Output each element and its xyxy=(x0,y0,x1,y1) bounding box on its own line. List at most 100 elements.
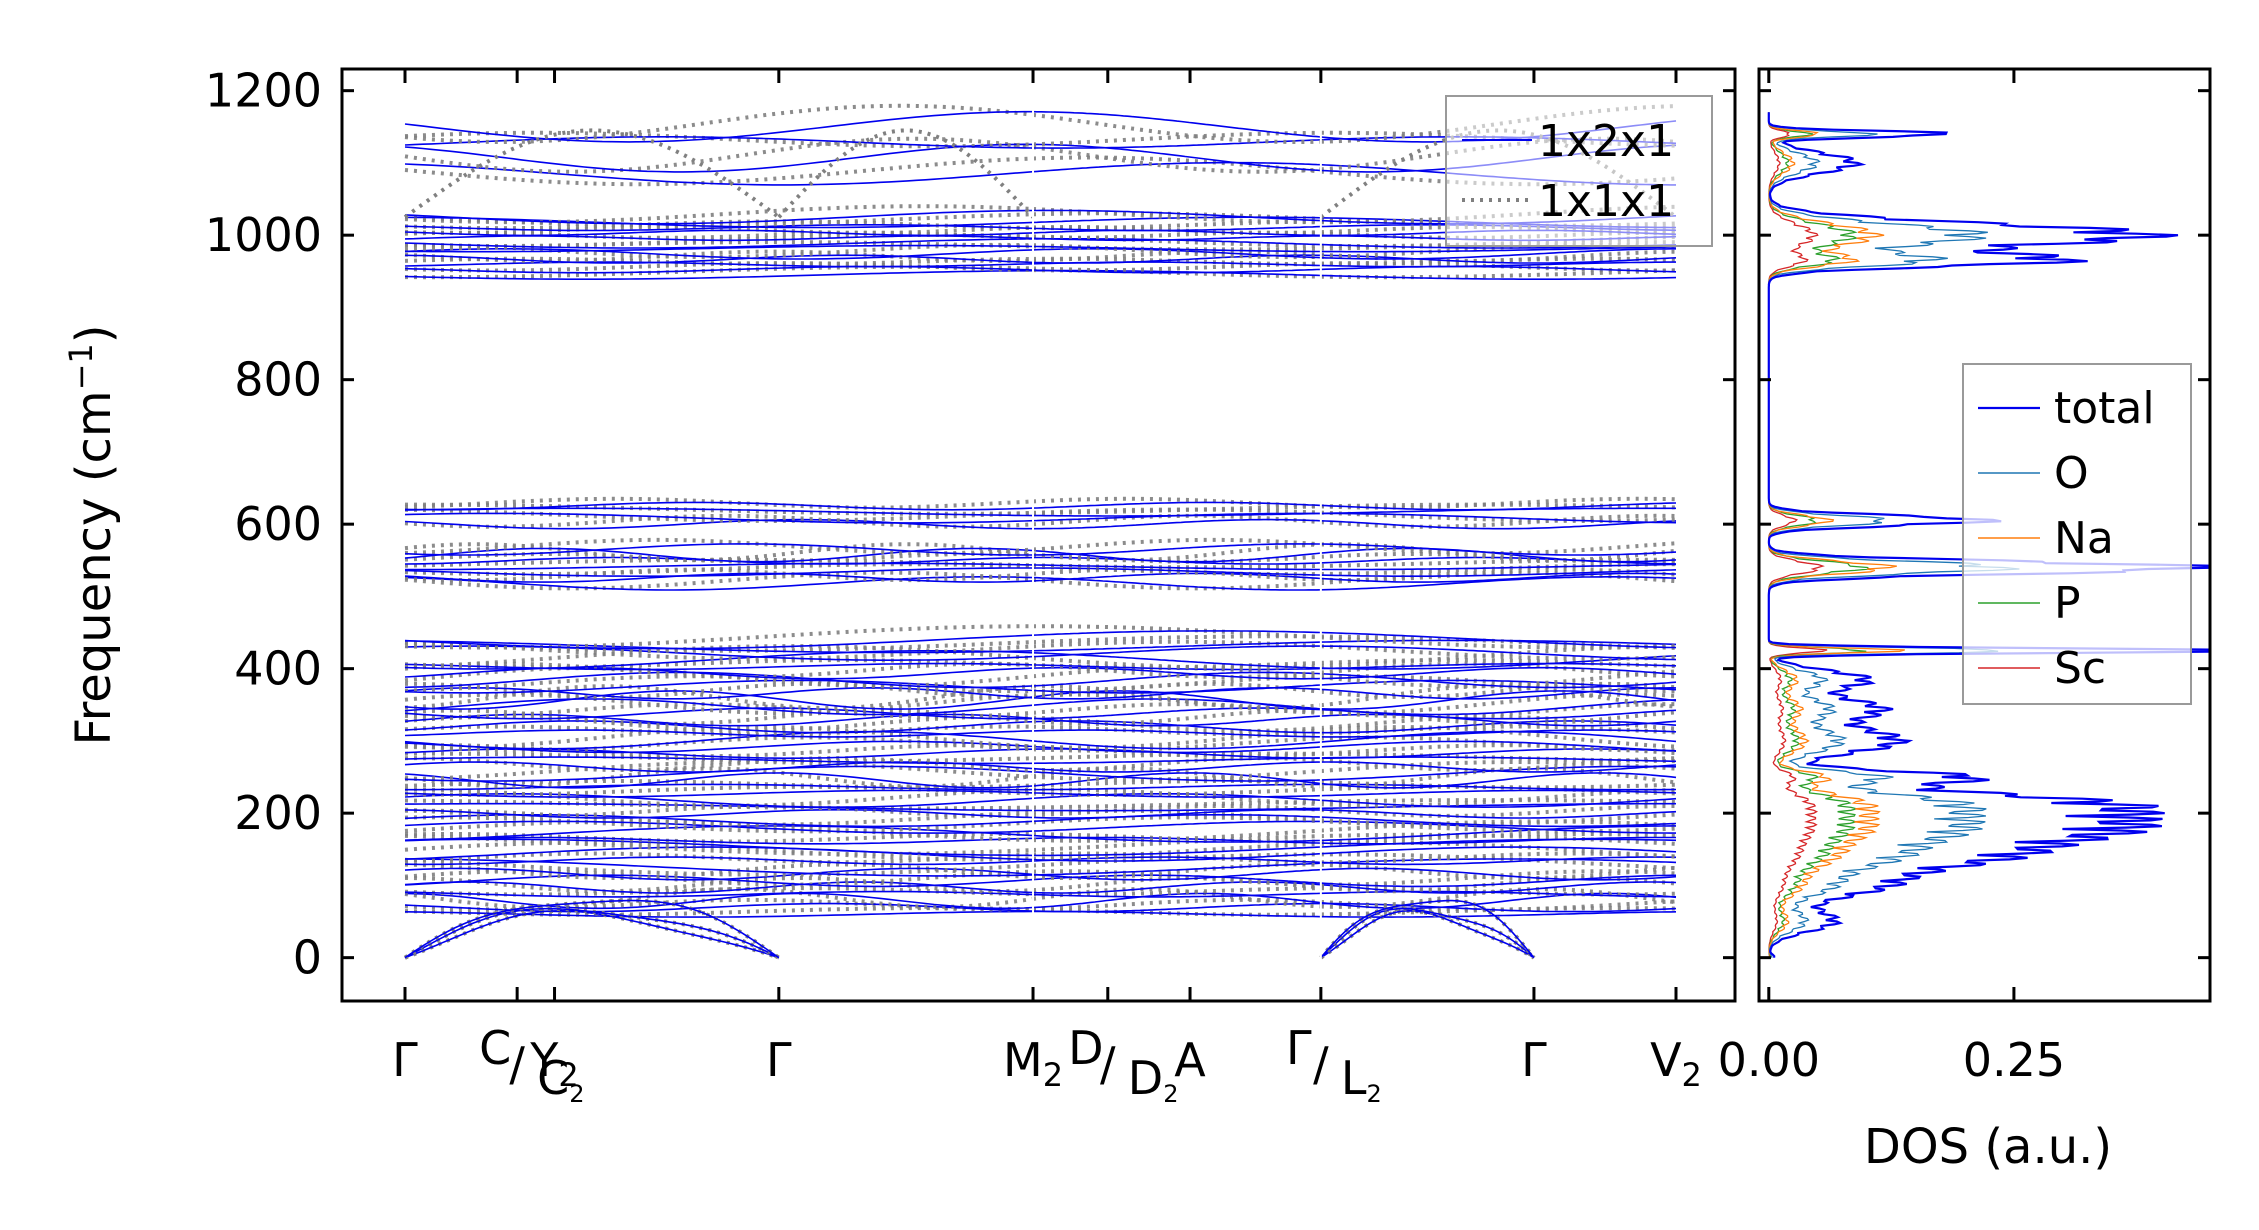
band-1x2x1-g4-b20-s1 xyxy=(1032,772,1321,787)
band-1x2x1-g4-b41-s1 xyxy=(1032,630,1321,636)
band-1x2x1-g1-b3-s1 xyxy=(1032,110,1321,138)
k-label-8: Γ xyxy=(1521,1033,1547,1087)
band-1x2x1-g0-b2-s0 xyxy=(404,261,1034,268)
k-frac-den-2: L2 xyxy=(1341,1051,1382,1108)
band-1x2x1-g0-b3-s2 xyxy=(1320,254,1677,264)
band-1x2x1-g4-b35-s2 xyxy=(1320,672,1677,689)
band-1x1x1-g4-b36-s1 xyxy=(1032,662,1322,679)
legend-label-1x2x1: 1x2x1 xyxy=(1538,116,1674,167)
dos-legend-label-p: P xyxy=(2054,578,2081,629)
band-1x2x1-g4-b28-s0 xyxy=(404,720,1034,734)
band-1x2x1-g0-b7-s0 xyxy=(404,235,1034,242)
band-1x2x1-g0-b0-s0 xyxy=(404,269,1034,280)
band-1x1x1-g3-b6-s0 xyxy=(404,537,1034,556)
acoustic-1x2x1-2-0 xyxy=(1320,909,1535,959)
band-1x2x1-g4-b19-s1 xyxy=(1033,783,1321,791)
k-label-6: A xyxy=(1174,1033,1206,1087)
band-1x1x1-g4-b35-s2 xyxy=(1320,669,1677,689)
band-1x2x1-g4-b14-s2 xyxy=(1320,816,1677,828)
k-label-9: V2 xyxy=(1650,1033,1702,1094)
band-1x2x1-g4-b6-s2 xyxy=(1320,867,1677,881)
band-1x1x1-g4-b20-s1 xyxy=(1032,766,1321,789)
band-1x2x1-g4-b35-s0 xyxy=(404,671,1034,689)
band-axes-frame xyxy=(340,67,1737,1003)
band-1x1x1-g2-b1-s0 xyxy=(404,507,1034,524)
band-1x2x1-g4-b4-s2 xyxy=(1320,881,1677,894)
band-1x2x1-g0-b11-s0 xyxy=(404,209,1034,225)
band-1x2x1-g4-b32-s2 xyxy=(1320,690,1677,710)
band-1x1x1-g3-b0-s0 xyxy=(404,570,1034,591)
band-1x2x1-g1-b0-s0 xyxy=(404,163,1034,186)
y-tick-label-600: 600 xyxy=(234,497,322,551)
k-label-0: Γ xyxy=(392,1033,418,1087)
band-1x2x1-g4-b27-s2 xyxy=(1320,729,1677,738)
band-1x2x1-g4-b40-s0 xyxy=(404,640,1034,654)
band-1x2x1-g4-b30-s0 xyxy=(404,707,1034,720)
dos-panel: 0.00 0.25 DOS (a.u.) total O Na P Sc xyxy=(1718,67,2212,1175)
band-1x1x1-g2-b0-s0 xyxy=(404,513,1034,529)
band-1x2x1-g0-b7-s1 xyxy=(1032,235,1321,242)
band-1x2x1-g4-b5-s1 xyxy=(1032,874,1321,884)
band-1x1x1-g1-b1-s1 xyxy=(1032,145,1322,174)
band-1x2x1-g3-b5-s0 xyxy=(404,547,1034,563)
dos-axes-frame xyxy=(1757,67,2212,1003)
band-1x2x1-g4-b29-s0 xyxy=(404,713,1034,727)
band-1x2x1-g0-b3-s0 xyxy=(404,254,1034,264)
band-1x2x1-g0-b2-s2 xyxy=(1320,261,1676,268)
band-1x2x1-g4-b27-s1 xyxy=(1032,729,1321,738)
band-1x1x1-g4-b26-s1 xyxy=(1032,728,1322,750)
band-1x2x1-g4-b4-s1 xyxy=(1032,881,1321,894)
band-1x2x1-g4-b19-s0 xyxy=(405,783,1033,791)
band-1x2x1-g0-b5-s0 xyxy=(404,244,1034,253)
band-1x2x1-g4-b18-s1 xyxy=(1032,792,1321,798)
band-1x2x1-g4-b16-s1 xyxy=(1033,807,1321,812)
band-1x2x1-g2-b2-s1 xyxy=(1033,512,1321,517)
band-1x1x1-g3-b5-s1 xyxy=(1032,542,1321,563)
high-arc-1x1x1-2 xyxy=(1319,128,1678,219)
band-y-ticks: 0 200 400 600 800 1000 1200 xyxy=(205,64,1735,985)
band-1x2x1-g4-b20-s2 xyxy=(1320,772,1677,789)
band-1x2x1-g4-b12-s1 xyxy=(1032,834,1321,843)
dos-curve-sc xyxy=(1768,112,1828,958)
band-1x2x1-g4-b40-s1 xyxy=(1032,641,1321,652)
band-1x2x1-g4-b8-s0 xyxy=(404,856,1034,866)
band-1x2x1-g3-b6-s1 xyxy=(1032,543,1321,556)
band-1x2x1-g0-b1-s1 xyxy=(1032,268,1321,274)
band-1x1x1-g2-b3-s0 xyxy=(404,496,1034,510)
band-1x1x1-g4-b34-s1 xyxy=(1033,674,1321,694)
band-1x2x1-g4-b38-s2 xyxy=(1320,655,1677,670)
band-1x2x1-g4-b29-s1 xyxy=(1032,715,1321,727)
band-1x2x1-g3-b5-s1 xyxy=(1032,549,1321,563)
band-1x2x1-g0-b8-s0 xyxy=(404,229,1034,237)
band-1x2x1-g3-b2-s2 xyxy=(1320,569,1677,577)
y-tick-label-1000: 1000 xyxy=(205,208,322,262)
band-1x1x1-g4-b13-s1 xyxy=(1032,815,1322,825)
band-1x1x1-g4-b20-s2 xyxy=(1320,766,1677,789)
band-1x1x1-g4-b33-s0 xyxy=(405,681,1034,699)
band-1x1x1-g4-b16-s0 xyxy=(404,798,1034,811)
band-1x2x1-g0-b0-s2 xyxy=(1320,274,1677,280)
band-1x1x1-g4-b3-s0 xyxy=(404,886,1034,897)
acoustic-1x2x1-2-1 xyxy=(1320,907,1535,959)
band-1x2x1-g3-b4-s2 xyxy=(1320,556,1677,565)
y-tick-label-0: 0 xyxy=(293,931,322,985)
band-1x1x1-g3-b5-s0 xyxy=(404,542,1034,563)
band-1x1x1-g0-b5-s0 xyxy=(404,240,1034,251)
band-1x1x1-g1-b2-s1 xyxy=(1032,130,1321,147)
band-1x2x1-g4-b29-s2 xyxy=(1320,713,1677,727)
band-1x2x1-g4-b22-s1 xyxy=(1032,761,1321,773)
k-frac-slash-2: / xyxy=(1313,1037,1329,1091)
band-1x2x1-g4-b17-s2 xyxy=(1320,797,1677,808)
k-frac-slash-1: / xyxy=(1100,1037,1116,1091)
k-frac-num-1: D xyxy=(1068,1021,1103,1075)
band-1x1x1-g4-b31-s2 xyxy=(1320,692,1677,716)
band-1x2x1-g4-b1-s2 xyxy=(1320,902,1677,913)
dos-legend-items: total O Na P Sc xyxy=(1978,383,2155,694)
band-1x2x1-g2-b3-s1 xyxy=(1032,501,1321,509)
band-1x1x1-g1-b3-s0 xyxy=(404,103,1034,144)
k-label-4: M2 xyxy=(1003,1033,1063,1094)
band-1x1x1-g4-b41-s0 xyxy=(404,624,1033,650)
band-1x1x1-g4-b37-s0 xyxy=(404,658,1034,670)
band-1x2x1-g4-b31-s0 xyxy=(404,698,1034,716)
